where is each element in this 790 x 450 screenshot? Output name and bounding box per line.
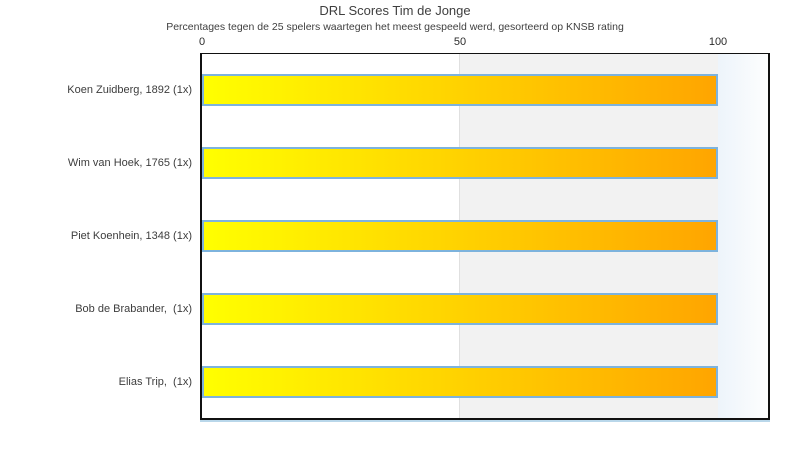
y-axis-label-4: Elias Trip, (1x) [118,376,192,388]
y-axis-label-1: Wim van Hoek, 1765 (1x) [67,157,192,169]
axis-shadow-line [200,420,770,422]
y-axis-label-0: Koen Zuidberg, 1892 (1x) [67,84,192,96]
x-tick-label-50: 50 [453,36,467,48]
background-band-over-100 [718,54,768,418]
bar-2 [202,220,718,252]
bar-4 [202,366,718,398]
chart-subtitle: Percentages tegen de 25 spelers waartege… [166,21,624,33]
y-axis-label-3: Bob de Brabander, (1x) [75,303,192,315]
y-axis-label-2: Piet Koenhein, 1348 (1x) [70,230,192,242]
bar-1 [202,147,718,179]
plot-area [200,53,770,420]
x-tick-label-100: 100 [708,36,728,48]
x-tick-label-0: 0 [198,36,206,48]
bar-0 [202,74,718,106]
chart-title: DRL Scores Tim de Jonge [319,3,471,18]
bar-3 [202,293,718,325]
